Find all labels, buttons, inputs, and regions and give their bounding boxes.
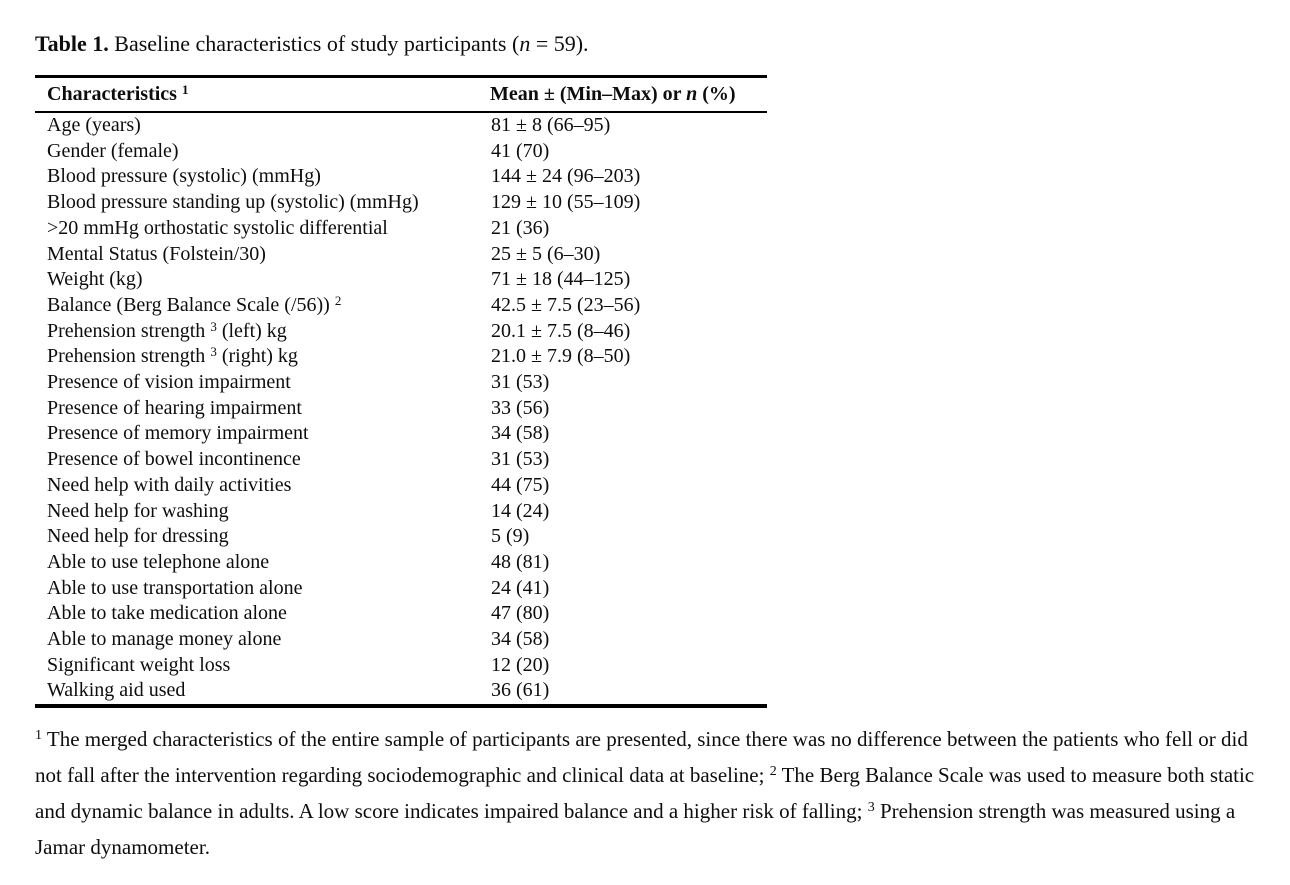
table-row: Presence of vision impairment 31 (53) [35, 370, 767, 396]
value-cell: 21.0 ± 7.9 (8–50) [491, 345, 631, 368]
characteristic-cell: Able to use transportation alone [47, 576, 303, 599]
characteristic-cell: Able to manage money alone [47, 628, 282, 651]
table-row: Need help for dressing 5 (9) [35, 524, 767, 550]
characteristic-cell: Presence of hearing impairment [47, 396, 302, 419]
table-row: Need help with daily activities 44 (75) [35, 473, 767, 499]
baseline-characteristics-table: Characteristics 1 Mean ± (Min–Max) or n … [35, 75, 767, 709]
value-cell: 14 (24) [491, 499, 550, 522]
value-cell: 12 (20) [491, 653, 550, 676]
header-row: Characteristics 1 Mean ± (Min–Max) or n … [35, 76, 767, 113]
characteristic-cell: Balance (Berg Balance Scale (/56)) 2 [47, 292, 342, 316]
characteristic-cell: Walking aid used [47, 679, 186, 702]
characteristic-cell: Need help for dressing [47, 525, 229, 548]
table-row: Blood pressure (systolic) (mmHg) 144 ± 24… [35, 164, 767, 190]
characteristic-cell: Prehension strength 3 (right) kg [47, 344, 298, 368]
table-row: Prehension strength 3 (right) kg 21.0 ± 7… [35, 344, 767, 370]
value-cell: 20.1 ± 7.5 (8–46) [491, 319, 631, 342]
value-cell: 129 ± 10 (55–109) [491, 191, 641, 214]
column-header-values: Mean ± (Min–Max) or n (%) [490, 76, 767, 113]
characteristic-cell: Age (years) [47, 114, 141, 136]
table-row: Blood pressure standing up (systolic) (m… [35, 190, 767, 216]
characteristic-cell: Weight (kg) [47, 268, 143, 291]
table-row: Age (years) 81 ± 8 (66–95) [35, 112, 767, 139]
value-cell: 31 (53) [491, 448, 550, 471]
characteristic-cell: Able to take medication alone [47, 602, 287, 625]
characteristic-cell: Blood pressure standing up (systolic) (m… [47, 191, 419, 214]
table-row: Presence of hearing impairment 33 (56) [35, 396, 767, 422]
value-cell: 31 (53) [491, 371, 550, 394]
table-caption: Table 1. Baseline characteristics of stu… [35, 31, 589, 56]
table-row: Presence of memory impairment 34 (58) [35, 421, 767, 447]
table-row: Weight (kg) 71 ± 18 (44–125) [35, 267, 767, 293]
value-cell: 42.5 ± 7.5 (23–56) [491, 293, 641, 316]
table-row: Presence of bowel incontinence 31 (53) [35, 447, 767, 473]
value-cell: 81 ± 8 (66–95) [491, 114, 611, 136]
table-row: Prehension strength 3 (left) kg 20.1 ± 7.… [35, 319, 767, 345]
table-row: Able to manage money alone 34 (58) [35, 627, 767, 653]
value-cell: 24 (41) [491, 576, 550, 599]
table-row: Able to take medication alone 47 (80) [35, 601, 767, 627]
characteristic-cell: Prehension strength 3 (left) kg [47, 318, 287, 342]
column-header-characteristics: Characteristics 1 [35, 76, 490, 113]
table-row: Gender (female) 41 (70) [35, 139, 767, 165]
table-row: >20 mmHg orthostatic systolic differenti… [35, 216, 767, 242]
table-row: Mental Status (Folstein/30) 25 ± 5 (6–30) [35, 242, 767, 268]
table-row: Able to use transportation alone 24 (41) [35, 576, 767, 602]
value-cell: 34 (58) [491, 422, 550, 445]
table-footnotes: 1 The merged characteristics of the enti… [35, 727, 1255, 860]
value-cell: 36 (61) [491, 679, 550, 702]
characteristic-cell: >20 mmHg orthostatic systolic differenti… [47, 216, 388, 239]
characteristic-cell: Need help with daily activities [47, 473, 292, 496]
value-cell: 25 ± 5 (6–30) [491, 242, 601, 265]
characteristic-cell: Need help for washing [47, 499, 229, 522]
value-cell: 34 (58) [491, 628, 550, 651]
characteristic-cell: Presence of vision impairment [47, 371, 291, 394]
table-row: Able to use telephone alone 48 (81) [35, 550, 767, 576]
value-cell: 21 (36) [491, 216, 550, 239]
document-page: Table 1. Baseline characteristics of stu… [35, 31, 1255, 860]
characteristic-cell: Mental Status (Folstein/30) [47, 242, 266, 265]
value-cell: 41 (70) [491, 139, 550, 162]
value-cell: 5 (9) [491, 525, 530, 548]
table-row: Need help for washing 14 (24) [35, 499, 767, 525]
characteristic-cell: Gender (female) [47, 139, 179, 162]
value-cell: 71 ± 18 (44–125) [491, 268, 631, 291]
value-cell: 33 (56) [491, 396, 550, 419]
characteristic-cell: Significant weight loss [47, 653, 231, 676]
value-cell: 47 (80) [491, 602, 550, 625]
table-row: Significant weight loss 12 (20) [35, 653, 767, 679]
characteristic-cell: Presence of bowel incontinence [47, 448, 301, 471]
value-cell: 144 ± 24 (96–203) [491, 165, 641, 188]
characteristic-cell: Presence of memory impairment [47, 422, 309, 445]
value-cell: 44 (75) [491, 473, 550, 496]
table-row: Balance (Berg Balance Scale (/56)) 2 42.5… [35, 293, 767, 319]
table-row: Walking aid used 36 (61) [35, 678, 767, 706]
table-body: Age (years) 81 ± 8 (66–95) Gender (female)… [35, 112, 767, 706]
value-cell: 48 (81) [491, 550, 550, 573]
characteristic-cell: Able to use telephone alone [47, 550, 270, 573]
characteristic-cell: Blood pressure (systolic) (mmHg) [47, 165, 321, 188]
